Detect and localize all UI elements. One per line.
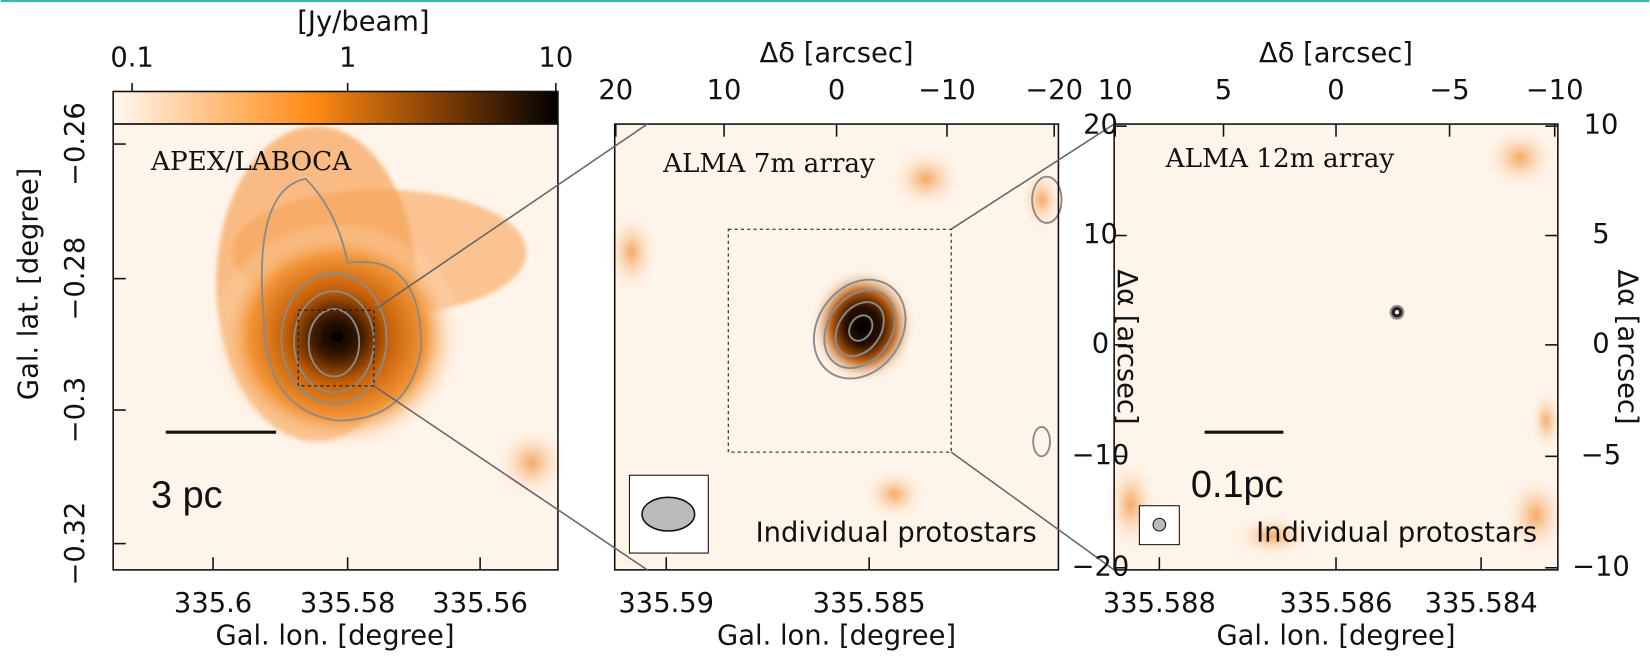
- tick-label: 335.585: [813, 588, 926, 619]
- tick-label: −10: [1572, 551, 1630, 582]
- panel-label: APEX/LABOCA: [150, 147, 352, 177]
- x-axis-label: Gal. lon. [degree]: [216, 621, 455, 652]
- tick-label: 1: [339, 42, 356, 73]
- tick-label: −20: [1025, 75, 1083, 106]
- tick-label: 10: [1098, 75, 1133, 106]
- x-axis-label: Gal. lon. [degree]: [1217, 621, 1456, 652]
- scale-bar-label: 0.1pc: [1191, 464, 1284, 506]
- tick-label: −0.28: [60, 237, 91, 321]
- tick-label: 0: [1092, 328, 1109, 359]
- tick-label: 0: [1592, 328, 1609, 359]
- tick-label: 20: [1083, 110, 1118, 141]
- x-axis-label: Gal. lon. [degree]: [717, 621, 956, 652]
- colorbar-label: [Jy/beam]: [297, 7, 429, 38]
- top-axis-label: Δδ [arcsec]: [760, 38, 914, 69]
- left-axis-label: Δα [arcsec]: [1111, 269, 1142, 424]
- tick-label: 10: [707, 75, 742, 106]
- tick-label: 335.56: [432, 588, 528, 619]
- tick-label: −0.3: [60, 377, 91, 443]
- tick-label: 335.586: [1279, 588, 1392, 619]
- panel-label: ALMA 7m array: [662, 149, 875, 179]
- tick-label: 335.588: [1103, 588, 1216, 619]
- note: Individual protostars: [756, 518, 1037, 549]
- tick-label: 10: [538, 42, 573, 73]
- tick-label: −10: [918, 75, 976, 106]
- tick-label: −0.32: [60, 502, 91, 586]
- tick-label: −10: [1526, 75, 1584, 106]
- colorbar: [112, 90, 559, 125]
- right-axis-label: Δα [arcsec]: [1612, 269, 1643, 424]
- tick-label: −5: [1581, 440, 1621, 471]
- tick-label: 0: [828, 75, 845, 106]
- top-axis-label: Δδ [arcsec]: [1259, 38, 1413, 69]
- tick-label: 10: [1584, 110, 1619, 141]
- tick-label: −10: [1072, 440, 1130, 471]
- panel-alma7m: [605, 123, 1063, 571]
- scale-bar-label: 3 pc: [151, 474, 223, 516]
- tick-label: 20: [598, 75, 633, 106]
- tick-label: −5: [1429, 75, 1469, 106]
- tick-label: 5: [1592, 219, 1609, 250]
- tick-label: 0: [1327, 75, 1344, 106]
- tick-label: −0.26: [60, 102, 91, 186]
- y-axis-label: Gal. lat. [degree]: [14, 168, 45, 400]
- panel-apex: [112, 123, 569, 571]
- tick-label: 335.58: [300, 588, 396, 619]
- tick-label: 0.1: [110, 42, 153, 73]
- zoom-lines: [373, 123, 1115, 571]
- tick-label: −20: [1072, 551, 1130, 582]
- panel-alma12m: [1104, 123, 1568, 571]
- tick-label: 335.584: [1425, 588, 1538, 619]
- tick-label: 335.6: [174, 588, 252, 619]
- tick-label: 10: [1083, 219, 1118, 250]
- note: Individual protostars: [1256, 518, 1537, 549]
- tick-label: 5: [1215, 75, 1232, 106]
- panel-label: ALMA 12m array: [1165, 144, 1395, 174]
- tick-label: 335.59: [618, 588, 714, 619]
